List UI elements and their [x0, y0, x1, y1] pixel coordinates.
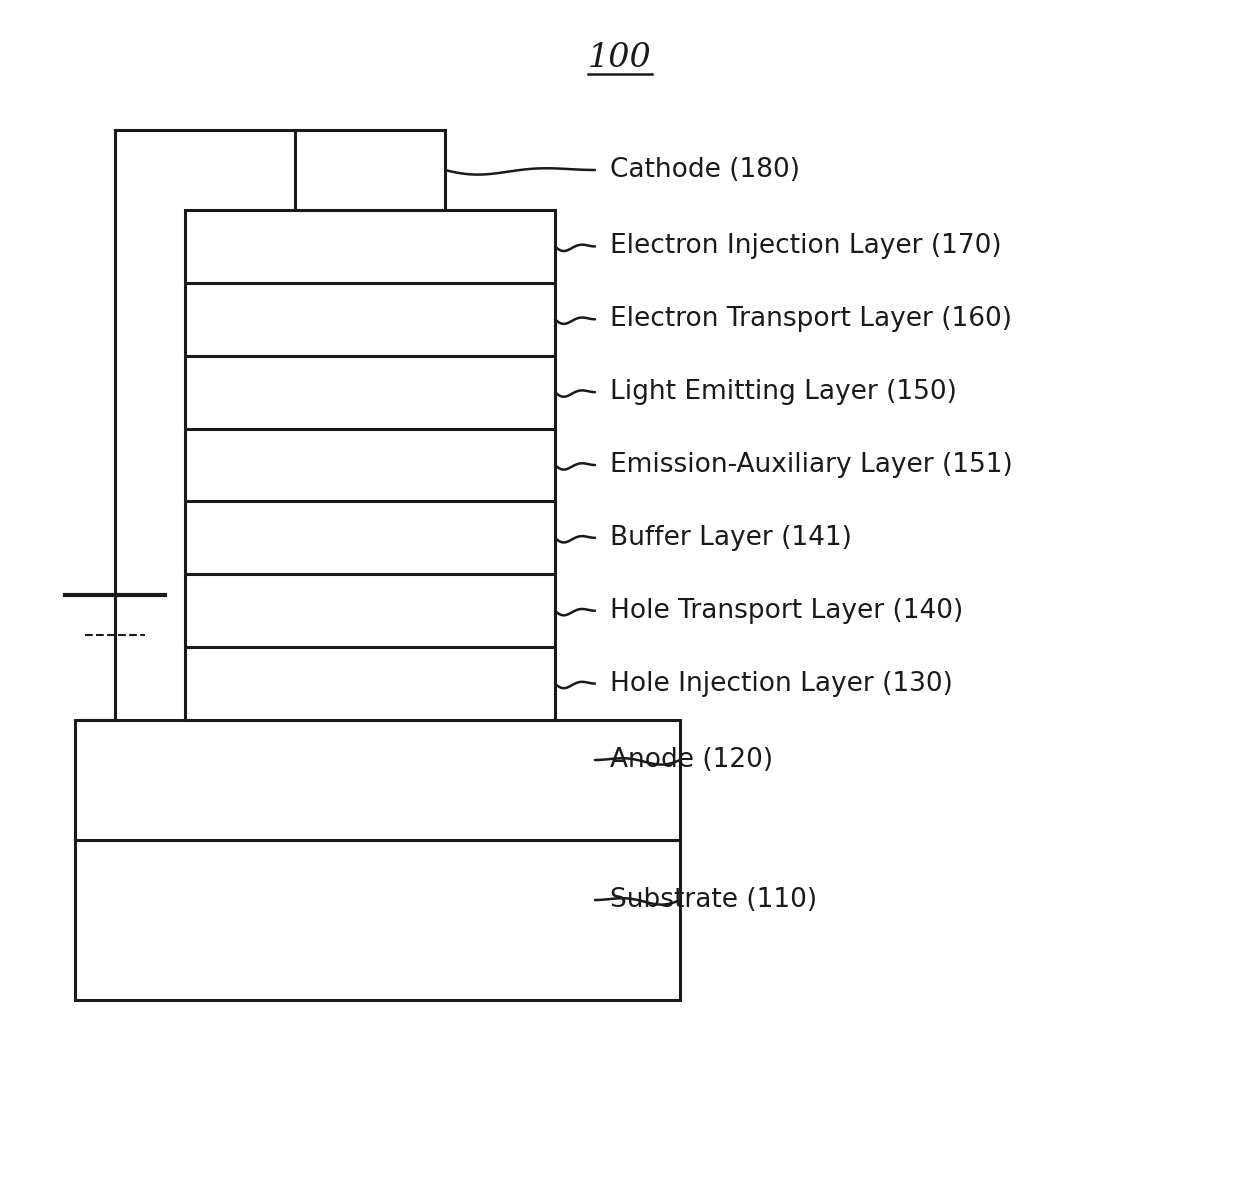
- Text: Electron Transport Layer (160): Electron Transport Layer (160): [610, 306, 1012, 332]
- Text: Electron Injection Layer (170): Electron Injection Layer (170): [610, 233, 1002, 259]
- Text: Cathode (180): Cathode (180): [610, 157, 800, 183]
- Text: 100: 100: [588, 43, 652, 74]
- Text: Anode (120): Anode (120): [610, 747, 773, 773]
- Bar: [74, 840, 680, 1000]
- Bar: [185, 210, 556, 720]
- Text: Emission-Auxiliary Layer (151): Emission-Auxiliary Layer (151): [610, 452, 1013, 478]
- Bar: [295, 130, 445, 210]
- Text: Hole Injection Layer (130): Hole Injection Layer (130): [610, 670, 952, 696]
- Bar: [74, 720, 680, 840]
- Text: Hole Transport Layer (140): Hole Transport Layer (140): [610, 598, 963, 624]
- Text: Buffer Layer (141): Buffer Layer (141): [610, 525, 852, 551]
- Text: Light Emitting Layer (150): Light Emitting Layer (150): [610, 379, 957, 405]
- Text: Substrate (110): Substrate (110): [610, 886, 817, 913]
